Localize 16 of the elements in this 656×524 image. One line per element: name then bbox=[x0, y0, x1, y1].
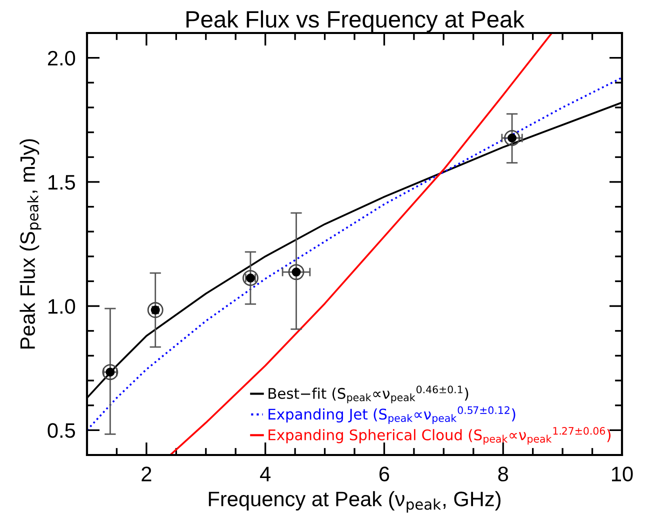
x-tick-label: 6 bbox=[379, 466, 390, 482]
y-tick-label: 0.5 bbox=[48, 423, 76, 438]
line-series bbox=[169, 33, 553, 455]
y-tick-label: 2.0 bbox=[48, 50, 76, 66]
legend-label: Expanding Jet (S$_{peak}$∝ν$_{peak}$$^{0.57±0.12}$) bbox=[268, 406, 516, 424]
y-axis-title: Peak Flux (S$_{peak}$, mJy) bbox=[20, 139, 42, 349]
y-tick-label: 1.0 bbox=[48, 299, 76, 314]
x-tick-label: 4 bbox=[260, 466, 271, 482]
x-axis-title: Frequency at Peak (ν$_{peak}$, GHz) bbox=[208, 491, 500, 513]
x-tick-label: 2 bbox=[142, 466, 152, 482]
legend-label: Expanding Spherical Cloud (S$_{peak}$∝ν$_{peak}$$^{1.27±0.06}$) bbox=[268, 427, 610, 445]
chart-title: Peak Flux vs Frequency at Peak bbox=[186, 10, 524, 32]
legend-label: Best−fit (S$_{peak}$∝ν$_{peak}$$^{0.46±0.1}$) bbox=[268, 386, 468, 404]
y-tick-label: 1.5 bbox=[48, 175, 76, 190]
x-tick-label: 8 bbox=[498, 466, 508, 482]
x-tick-label: 10 bbox=[612, 466, 633, 482]
